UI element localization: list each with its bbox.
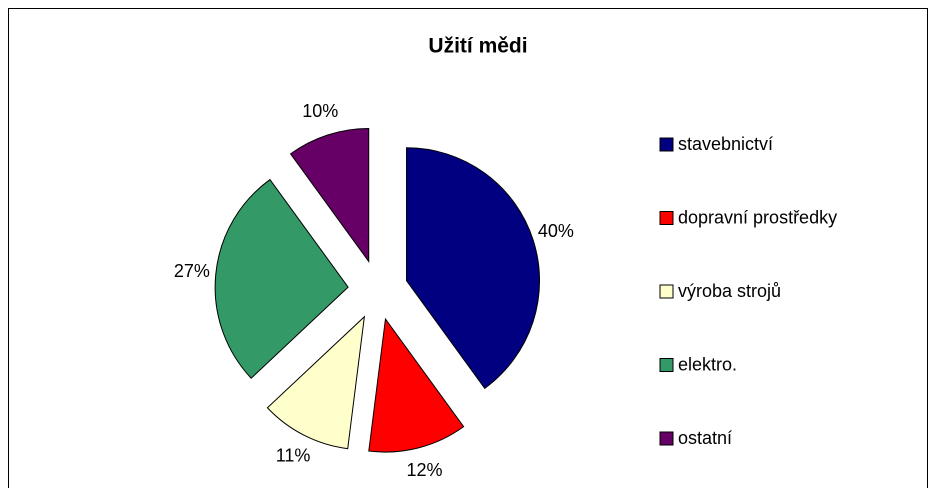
legend-label: ostatní — [678, 428, 732, 448]
data-label: 27% — [174, 261, 210, 281]
pie-slice — [214, 178, 349, 379]
data-label: 12% — [406, 460, 442, 480]
legend-swatch — [659, 211, 674, 225]
pie-slice — [266, 315, 366, 450]
pie-slice — [289, 127, 370, 264]
legend-swatch — [659, 284, 674, 299]
legend-swatch — [659, 431, 674, 446]
legend-label: elektro. — [678, 354, 737, 374]
data-label: 10% — [302, 101, 338, 121]
legend-swatch — [659, 358, 674, 372]
chart-title: Užití mědi — [428, 35, 527, 58]
legend-label: stavebnictví — [678, 134, 773, 154]
data-label: 11% — [276, 445, 311, 465]
legend-swatch — [659, 137, 674, 152]
legend-label: výroba strojů — [678, 281, 781, 301]
pie-slice — [368, 317, 465, 453]
data-label: 40% — [538, 221, 574, 241]
pie-slice — [406, 147, 541, 390]
legend-label: dopravní prostředky — [678, 207, 837, 227]
